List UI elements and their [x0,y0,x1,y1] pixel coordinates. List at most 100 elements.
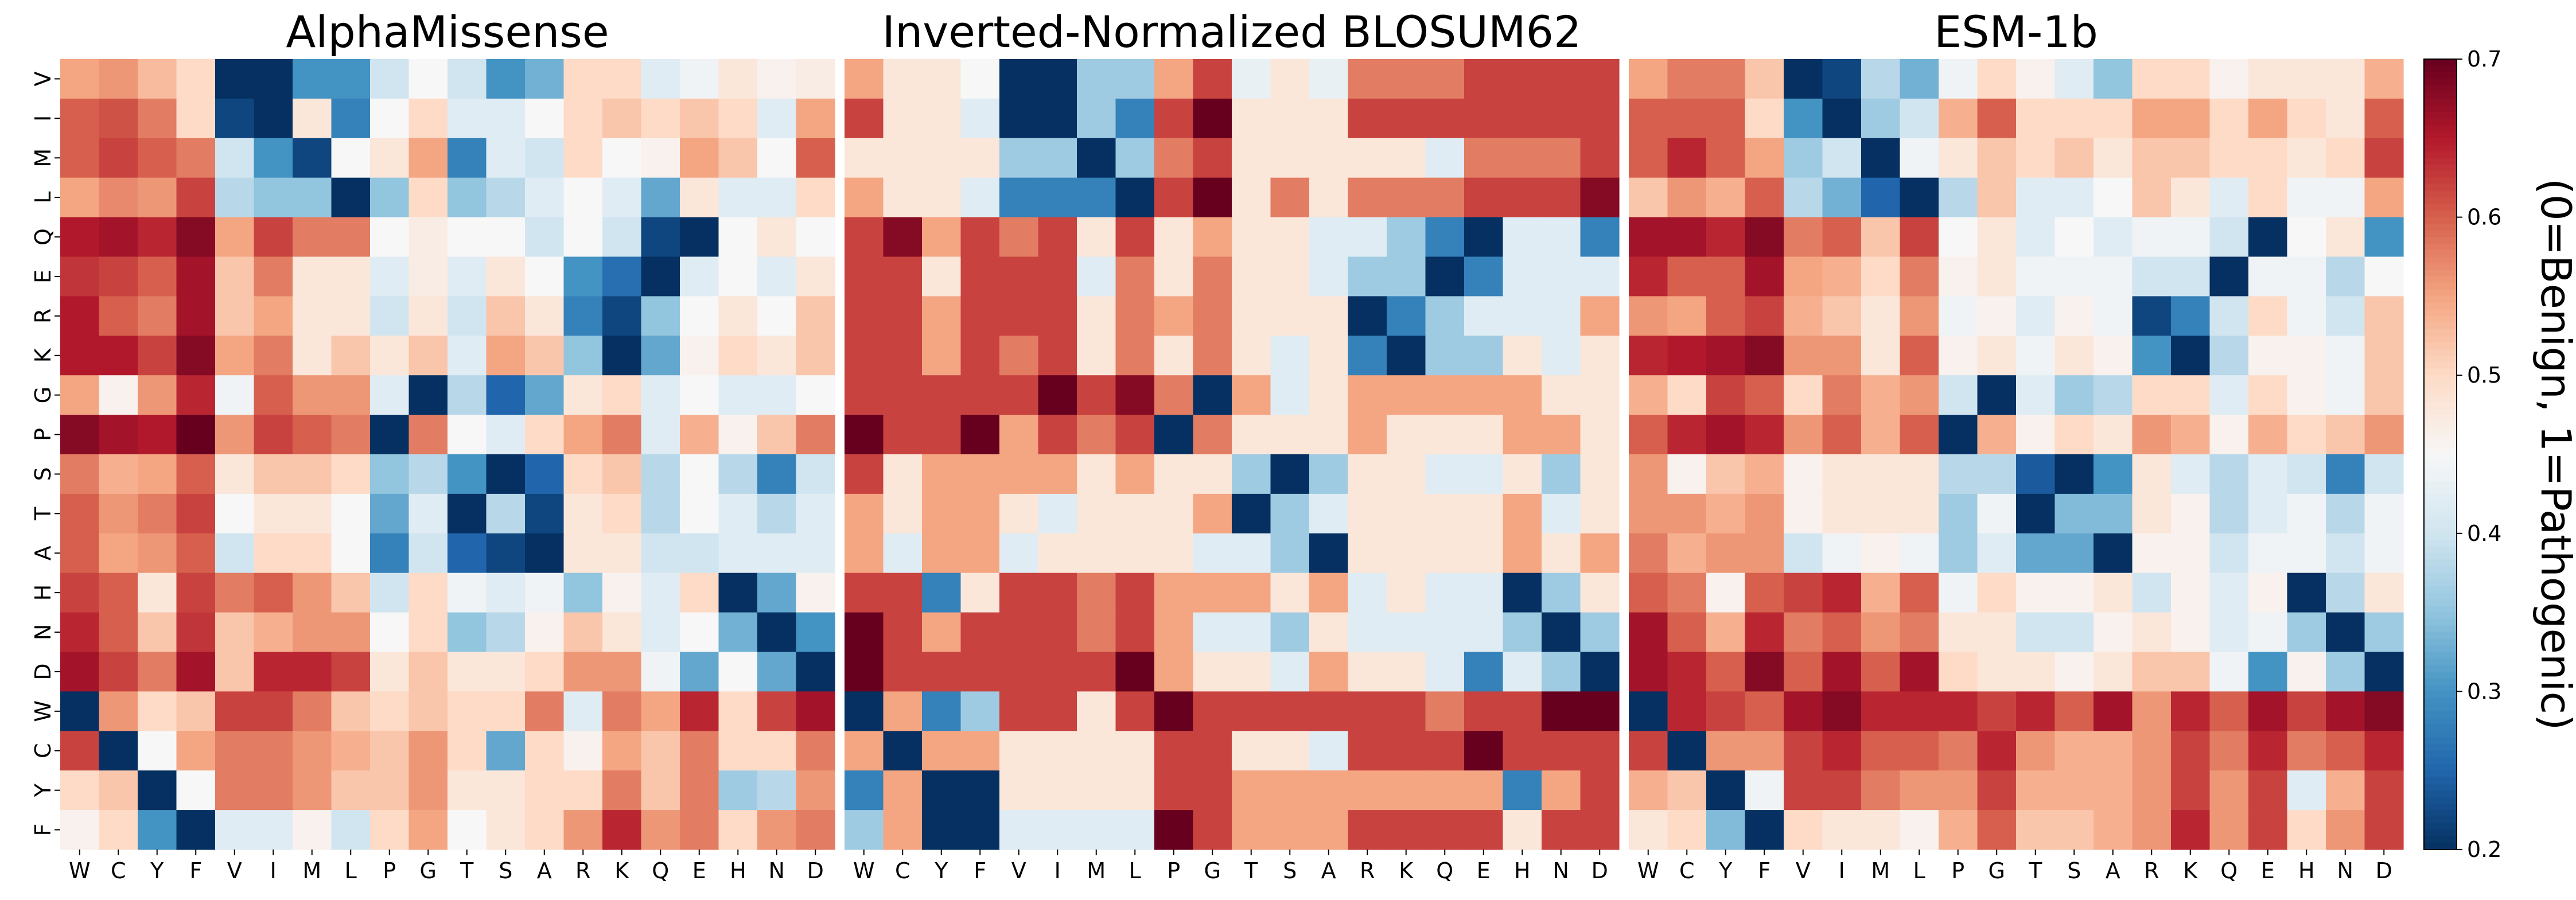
heatmap-cell [525,572,565,613]
heatmap-cell [883,138,923,178]
heatmap-cell [1387,572,1426,613]
heatmap-cell [1464,731,1504,771]
heatmap-cell [2209,493,2249,534]
heatmap-cell [293,612,332,653]
heatmap-cell [2132,493,2172,534]
heatmap-cell [563,375,603,415]
heatmap-cell [757,652,797,692]
heatmap-cell [680,177,719,218]
heatmap-cell [215,256,255,297]
heatmap-cell [757,691,797,731]
heatmap-cell [1861,177,1901,218]
heatmap-cell [1861,572,1901,613]
heatmap-cell [1900,98,1939,139]
heatmap-cell [1464,59,1504,99]
heatmap-cell [641,652,680,692]
heatmap-cell [1154,731,1194,771]
heatmap-cell [845,59,884,99]
heatmap-cell [960,138,1000,178]
heatmap-cell [1580,177,1620,218]
heatmap-cell [999,375,1039,415]
heatmap-cell [757,256,797,297]
heatmap-cell [2016,375,2056,415]
heatmap-cell [1503,533,1542,574]
heatmap-cell [2132,810,2172,850]
heatmap-cell [641,138,680,178]
heatmap-cell [1977,810,2017,850]
heatmap-cell [2132,415,2172,455]
heatmap-cell [370,415,410,455]
heatmap-cell [2364,59,2404,99]
heatmap-cell [1387,177,1426,218]
heatmap-cell [1154,375,1194,415]
heatmap-cell [796,572,835,613]
heatmap-cell [254,177,293,218]
heatmap-cell [448,691,487,731]
x-tick-label: D [2376,858,2392,883]
heatmap-cell [718,336,758,376]
heatmap-cell [1464,572,1504,613]
heatmap-cell [845,612,884,653]
heatmap-cell [215,612,255,653]
heatmap-cell [922,375,962,415]
colorbar-segment [2424,296,2457,303]
colorbar-segment [2424,652,2457,659]
heatmap-cell [641,493,680,534]
colorbar-segment [2424,698,2457,706]
heatmap-cell [2364,177,2404,218]
heatmap-cell [2054,731,2094,771]
heatmap-cell [1667,217,1707,258]
heatmap-cell [1077,731,1116,771]
heatmap-cell [1232,652,1271,692]
heatmap-cell [2094,572,2133,613]
heatmap-cell [563,652,603,692]
heatmap-cell [408,612,448,653]
heatmap-cell [525,652,565,692]
heatmap-cell [448,256,487,297]
heatmap-cell [2094,533,2133,574]
heatmap-cell [1154,138,1194,178]
colorbar-segment [2424,540,2457,547]
heatmap-cell [408,138,448,178]
heatmap-cell [1077,572,1116,613]
heatmap-cell [1977,177,2017,218]
heatmap-cell [2364,138,2404,178]
heatmap-cell [254,256,293,297]
heatmap-cell [1745,770,1784,811]
heatmap-cell [1784,770,1823,811]
heatmap-cell [293,770,332,811]
heatmap-cell [680,256,719,297]
heatmap-cell [1503,652,1542,692]
heatmap-cell [1939,454,1978,494]
heatmap-cell [1038,59,1077,99]
heatmap-cell [1542,533,1581,574]
heatmap-cell [1580,138,1620,178]
heatmap-cell [254,493,293,534]
heatmap-cell [2016,770,2056,811]
heatmap-cell [60,454,100,494]
heatmap-cell [1861,770,1901,811]
heatmap-cell [448,493,487,534]
y-tick-label: D [30,663,56,680]
heatmap-cell [1193,691,1232,731]
heatmap-cell [999,296,1039,336]
heatmap-cell [1667,98,1707,139]
colorbar-segment [2424,263,2457,271]
heatmap-cell [1745,415,1784,455]
heatmap-cell [448,810,487,850]
heatmap-cell [1425,415,1465,455]
heatmap-cell [215,533,255,574]
heatmap-cell [2287,810,2326,850]
x-tick-label: A [537,858,552,883]
x-tick-label: W [853,858,875,883]
heatmap-cell [370,612,410,653]
heatmap-cell [2094,177,2133,218]
colorbar-segment [2424,237,2457,244]
heatmap-cell [757,138,797,178]
heatmap-cell [1270,256,1310,297]
colorbar-segment [2424,184,2457,192]
y-tick-label: C [30,743,56,758]
heatmap-cell [1270,138,1310,178]
heatmap-cell [1977,59,2017,99]
heatmap-cell [60,810,100,850]
